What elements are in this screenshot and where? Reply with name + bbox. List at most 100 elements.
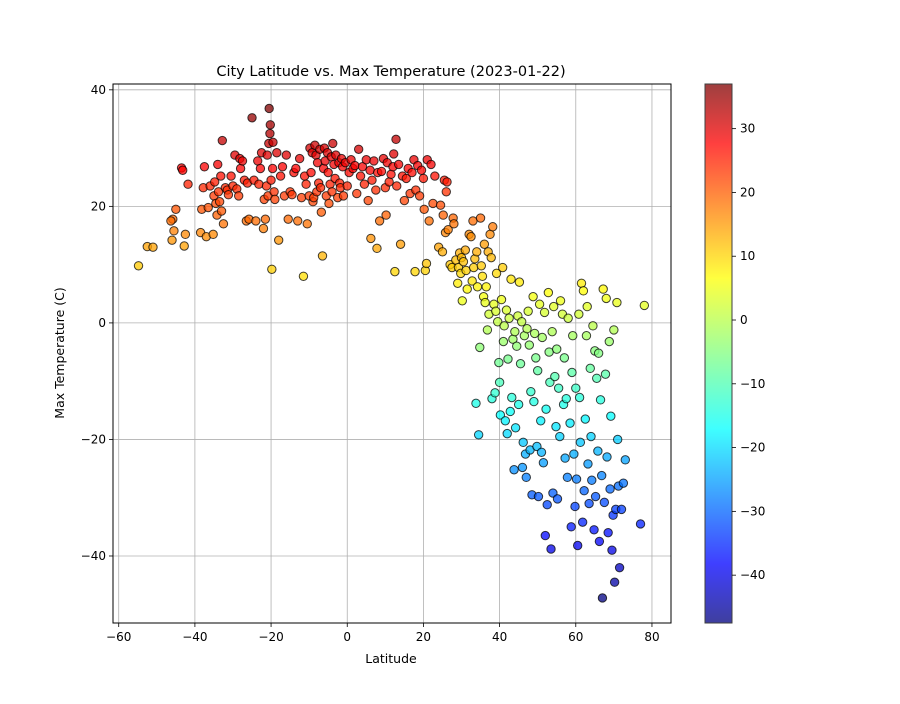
data-point xyxy=(166,216,176,226)
data-point xyxy=(435,200,446,210)
data-point xyxy=(389,149,399,159)
data-point xyxy=(583,459,593,469)
data-point xyxy=(494,377,505,388)
x-tick-label: 0 xyxy=(343,630,351,644)
data-point xyxy=(514,277,525,287)
data-point xyxy=(469,262,479,273)
data-point xyxy=(618,478,629,488)
data-point xyxy=(503,354,513,364)
data-point xyxy=(376,166,387,177)
data-point xyxy=(441,187,451,197)
data-point xyxy=(567,367,577,378)
data-point xyxy=(359,179,370,189)
data-point xyxy=(502,428,512,439)
data-point xyxy=(458,257,469,267)
y-tick-label: −20 xyxy=(81,432,106,446)
data-point xyxy=(594,536,605,547)
data-point xyxy=(552,494,563,504)
data-point xyxy=(218,219,229,229)
data-point xyxy=(571,474,582,484)
data-point xyxy=(639,300,650,311)
data-point xyxy=(355,171,366,181)
data-point xyxy=(275,171,286,181)
data-point xyxy=(223,190,234,200)
data-point xyxy=(523,306,533,316)
data-point xyxy=(262,150,272,160)
data-point xyxy=(438,210,448,220)
data-point xyxy=(251,216,261,226)
data-point xyxy=(587,475,597,485)
data-point xyxy=(598,284,608,294)
data-point xyxy=(361,155,371,165)
data-point xyxy=(526,386,536,397)
data-point xyxy=(473,430,484,440)
data-point xyxy=(384,177,394,187)
data-point xyxy=(512,341,522,351)
data-point xyxy=(482,325,493,335)
y-axis-label: Max Temperature (C) xyxy=(52,287,67,418)
y-axis-ticks: −40 −20 0 20 40 xyxy=(81,83,113,563)
data-point xyxy=(497,262,508,273)
data-point xyxy=(426,159,436,170)
data-point xyxy=(595,395,606,405)
data-point xyxy=(579,486,589,496)
data-point xyxy=(171,204,181,214)
data-point xyxy=(298,271,309,281)
data-point xyxy=(599,497,610,508)
data-point xyxy=(578,286,589,296)
data-point xyxy=(574,392,585,403)
data-point xyxy=(477,271,488,281)
data-point xyxy=(533,491,544,502)
data-point xyxy=(316,207,327,217)
data-point xyxy=(265,128,275,139)
data-point xyxy=(542,500,552,510)
data-point xyxy=(555,431,565,442)
data-point xyxy=(381,210,391,220)
data-point xyxy=(237,156,248,166)
data-point xyxy=(226,171,236,181)
data-point xyxy=(267,264,277,274)
data-point xyxy=(577,517,588,527)
data-point xyxy=(499,321,509,331)
data-point xyxy=(395,239,406,249)
data-point xyxy=(291,163,301,174)
data-point xyxy=(494,357,504,368)
data-point xyxy=(486,252,496,263)
data-point xyxy=(260,214,271,224)
data-point xyxy=(584,498,594,509)
data-point xyxy=(430,171,440,181)
data-point xyxy=(457,296,467,306)
data-point xyxy=(620,455,630,465)
data-point xyxy=(366,233,376,244)
data-point xyxy=(268,137,278,147)
data-point xyxy=(178,165,188,175)
data-point xyxy=(203,202,213,213)
data-point xyxy=(324,198,334,209)
y-tick-label: 0 xyxy=(98,316,106,330)
x-tick-label: 80 xyxy=(644,630,659,644)
data-point xyxy=(480,297,490,308)
data-point xyxy=(294,153,305,164)
data-point xyxy=(504,313,514,323)
data-point xyxy=(466,231,476,242)
data-point xyxy=(247,113,257,123)
data-point xyxy=(208,229,218,240)
data-point xyxy=(547,326,557,337)
data-point xyxy=(393,159,404,170)
data-point xyxy=(572,540,583,551)
data-point xyxy=(363,195,373,206)
data-point xyxy=(546,544,556,554)
data-point xyxy=(293,216,303,226)
data-point xyxy=(327,187,337,197)
data-point xyxy=(287,190,297,200)
data-point xyxy=(574,309,584,319)
colorbar-tick-label: −30 xyxy=(740,504,765,518)
y-tick-label: 20 xyxy=(91,199,106,213)
data-point xyxy=(443,224,453,235)
data-point xyxy=(513,399,524,410)
data-point xyxy=(467,276,477,286)
data-point xyxy=(604,336,614,347)
plot-area-frame xyxy=(112,83,672,624)
x-tick-label: 60 xyxy=(568,630,583,644)
data-point xyxy=(490,388,500,398)
